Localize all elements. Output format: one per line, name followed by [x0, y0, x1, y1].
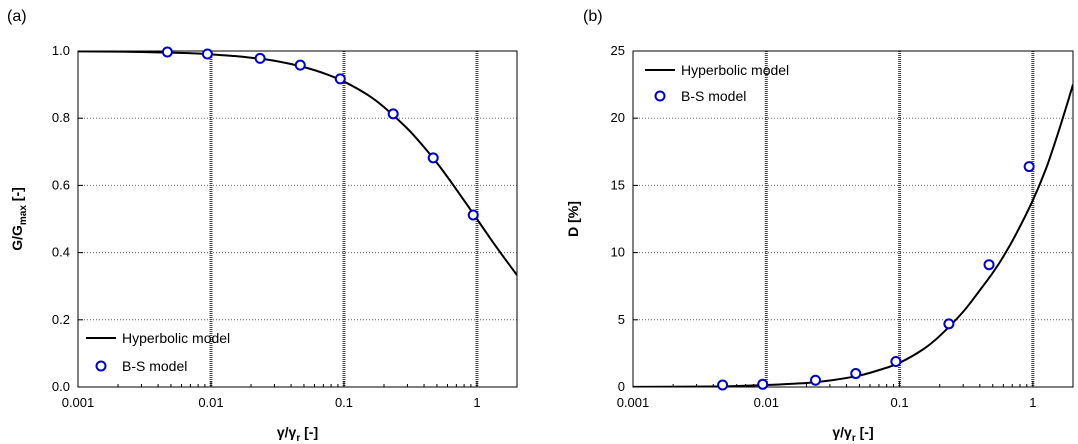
x-tick-label: 0.01 [754, 395, 779, 410]
legend: Hyperbolic model B-S model [645, 62, 789, 104]
x-tick-label: 0.001 [617, 395, 650, 410]
panel-letter: (b) [583, 8, 603, 25]
legend-label: Hyperbolic model [681, 62, 789, 78]
y-tick-label: 25 [611, 43, 625, 58]
y-axis-label-unit: [-] [9, 187, 25, 205]
y-axis-label: D [%] [565, 201, 581, 237]
legend-label: B-S model [122, 358, 187, 374]
data-point-bs-model [427, 152, 439, 164]
data-point-bs-model [757, 378, 769, 390]
data-point-bs-model [1023, 161, 1035, 173]
x-tick-label: 0.1 [891, 395, 909, 410]
series-line-hyperbolic-model [78, 51, 517, 276]
data-point-bs-model [983, 259, 995, 271]
data-point-bs-model [850, 368, 862, 380]
panel-letter: (a) [7, 8, 27, 25]
y-tick-label: 0 [618, 379, 625, 394]
x-axis-label-subscript: r [852, 433, 856, 444]
data-point-bs-model [717, 379, 729, 391]
data-point-bs-model [890, 355, 902, 367]
y-tick-label: 5 [618, 312, 625, 327]
y-tick-label: 10 [611, 245, 625, 260]
legend-swatch-marker [654, 90, 666, 102]
data-point-bs-model [467, 209, 479, 221]
legend-swatch-marker [95, 360, 107, 372]
y-tick-label: 20 [611, 110, 625, 125]
data-point-bs-model [294, 59, 306, 71]
x-axis-label-main: γ/γ [832, 424, 852, 440]
x-tick-label: 0.001 [62, 395, 95, 410]
data-point-bs-model [161, 46, 173, 58]
legend: Hyperbolic model B-S model [86, 330, 230, 374]
y-tick-label: 0.0 [52, 379, 70, 394]
y-tick-label: 15 [611, 177, 625, 192]
y-axis-label-main: D [%] [565, 201, 581, 237]
y-tick-label: 0.8 [52, 110, 70, 125]
legend-label: B-S model [681, 88, 746, 104]
data-point-bs-model [334, 73, 346, 85]
y-tick-label: 0.6 [52, 177, 70, 192]
y-tick-label: 1.0 [52, 43, 70, 58]
plot-frame [77, 50, 518, 388]
data-point-bs-model [201, 48, 213, 60]
series-line-hyperbolic-model [633, 84, 1073, 387]
y-axis-label-main: G/G [9, 225, 25, 251]
y-tick-label: 0.2 [52, 312, 70, 327]
x-axis-label-main: γ/γ [277, 424, 297, 440]
x-tick-label: 1 [1029, 395, 1036, 410]
y-axis-label: G/Gmax [-] [9, 187, 29, 251]
x-axis-label-subscript: r [296, 433, 300, 444]
x-axis-label: γ/γr [-] [832, 424, 873, 444]
plot-frame [632, 50, 1074, 388]
x-axis-label-unit: [-] [300, 424, 318, 440]
y-tick-label: 0.4 [52, 245, 70, 260]
x-axis-label-unit: [-] [856, 424, 874, 440]
data-point-bs-model [810, 374, 822, 386]
x-axis-label: γ/γr [-] [277, 424, 318, 444]
x-tick-label: 0.1 [335, 395, 353, 410]
legend-label: Hyperbolic model [122, 330, 230, 346]
data-point-bs-model [387, 108, 399, 120]
data-point-bs-model [254, 52, 266, 64]
x-tick-label: 0.01 [198, 395, 223, 410]
data-point-bs-model [943, 318, 955, 330]
chart-panel-a: (a) 0.001 0.01 0.1 1 0.0 0.2 0.4 0.6 0.8 1.0 γ/γr [… [7, 8, 518, 444]
x-tick-label: 1 [473, 395, 480, 410]
y-axis-label-subscript: max [18, 205, 29, 225]
